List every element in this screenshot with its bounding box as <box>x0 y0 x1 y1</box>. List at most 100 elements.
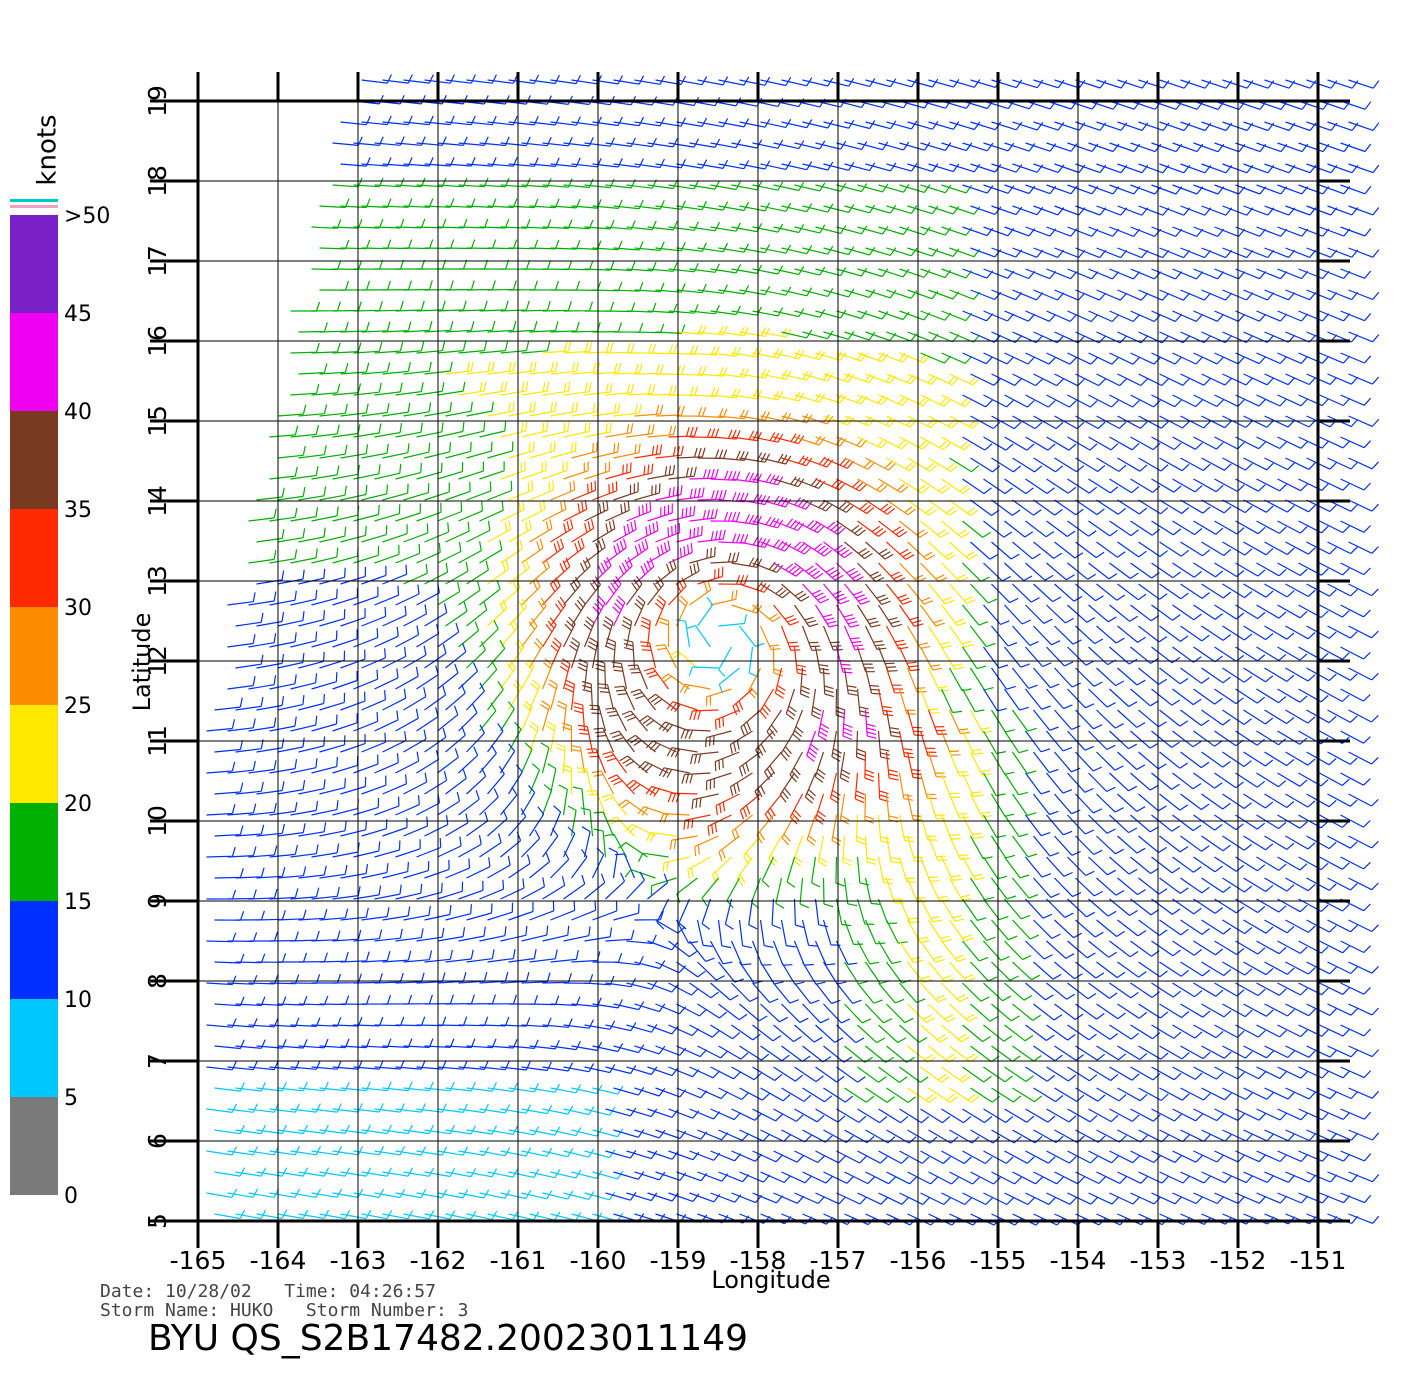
wind-barb <box>1201 373 1233 386</box>
wind-barb <box>941 1192 972 1206</box>
wind-barb <box>576 767 594 795</box>
wind-barb <box>395 341 425 354</box>
wind-barb <box>907 1003 935 1023</box>
wind-barb <box>382 688 407 711</box>
wind-barb <box>1025 646 1052 668</box>
wind-barb <box>1214 310 1246 322</box>
wind-barb <box>865 204 897 214</box>
wind-barb <box>1264 121 1296 132</box>
wind-barb <box>614 853 636 879</box>
wind-barb <box>666 701 698 713</box>
wind-barb <box>445 684 466 711</box>
wind-barb <box>710 346 741 357</box>
wind-barb <box>1256 352 1288 365</box>
wind-barb <box>382 524 408 543</box>
wind-barb <box>1159 415 1190 429</box>
wind-barb <box>445 769 467 795</box>
wind-barb <box>332 505 360 522</box>
wind-barb <box>690 751 719 765</box>
wind-barb <box>815 1024 844 1043</box>
wind-barb <box>655 558 677 585</box>
wind-barb <box>1088 940 1118 958</box>
wind-barb <box>927 751 946 778</box>
wind-barb <box>689 222 721 232</box>
wind-barb <box>269 1146 301 1156</box>
wind-barb <box>1054 877 1082 898</box>
wind-barb <box>990 793 1015 817</box>
wind-barb <box>1327 373 1359 385</box>
wind-barb <box>1348 1171 1380 1183</box>
wind-barb <box>374 423 403 438</box>
wind-barb <box>374 626 399 648</box>
wind-barb <box>1277 1150 1309 1162</box>
wind-barb <box>613 75 645 85</box>
wind-barb <box>592 362 622 375</box>
colorbar-tick-label: 5 <box>64 1086 78 1111</box>
wind-barb <box>214 868 244 879</box>
wind-barb <box>752 432 784 443</box>
wind-barb <box>584 1191 616 1201</box>
wind-barb <box>445 320 475 333</box>
wind-barb <box>647 464 676 480</box>
wind-barb <box>1109 1192 1140 1205</box>
wind-barb <box>647 1192 679 1202</box>
wind-barb <box>1130 688 1159 707</box>
wind-barb <box>214 740 244 753</box>
wind-barb <box>899 268 931 278</box>
wind-barb <box>592 442 620 459</box>
wind-barb <box>374 585 400 606</box>
wind-barb <box>633 595 646 627</box>
wind-barb <box>865 1003 893 1024</box>
wind-barb <box>658 721 690 733</box>
wind-barb <box>815 520 846 535</box>
wind-barb <box>1172 1192 1204 1205</box>
wind-barb <box>1130 352 1162 365</box>
wind-barb <box>928 1003 956 1023</box>
wind-barb <box>1214 772 1244 789</box>
wind-barb <box>1327 667 1358 681</box>
wind-barb <box>361 280 391 291</box>
wind-barb <box>836 1150 867 1164</box>
wind-barb <box>689 180 721 190</box>
wind-barb <box>1159 1003 1190 1019</box>
wind-barb <box>815 562 844 581</box>
wind-barb <box>521 381 550 396</box>
y-tick-label: 6 <box>143 1133 172 1149</box>
wind-barb <box>466 115 497 126</box>
wind-barb <box>865 78 897 88</box>
wind-barb <box>814 940 836 966</box>
wind-barb <box>248 931 279 942</box>
wind-barb <box>277 611 305 627</box>
wind-barb <box>395 751 420 774</box>
wind-barb <box>781 497 813 510</box>
wind-barb <box>634 75 666 85</box>
wind-barb <box>1180 541 1211 557</box>
wind-barb <box>424 815 449 837</box>
wind-barb <box>647 540 671 564</box>
wind-barb <box>919 856 940 882</box>
wind-barb <box>1096 121 1128 131</box>
wind-barb <box>1046 562 1075 581</box>
wind-barb <box>771 898 782 930</box>
wind-barb <box>857 982 883 1004</box>
wind-barb <box>508 401 536 417</box>
wind-barb <box>991 415 1022 430</box>
wind-barb <box>655 117 687 127</box>
wind-barb <box>836 225 868 235</box>
wind-barb <box>731 557 763 568</box>
wind-barb <box>676 76 708 86</box>
wind-barb <box>529 558 550 585</box>
wind-barb <box>521 618 538 648</box>
wind-barb <box>605 576 622 606</box>
wind-barb <box>941 520 970 539</box>
wind-barb <box>710 305 741 316</box>
wind-barb <box>814 751 826 783</box>
wind-barb <box>949 583 976 604</box>
wind-barb <box>1109 856 1138 875</box>
wind-barb <box>857 1024 886 1044</box>
wind-barb <box>395 543 421 564</box>
wind-barb <box>1075 1045 1106 1061</box>
wind-barb <box>374 668 399 690</box>
wind-barb <box>1193 1024 1224 1039</box>
wind-barb <box>634 557 655 585</box>
